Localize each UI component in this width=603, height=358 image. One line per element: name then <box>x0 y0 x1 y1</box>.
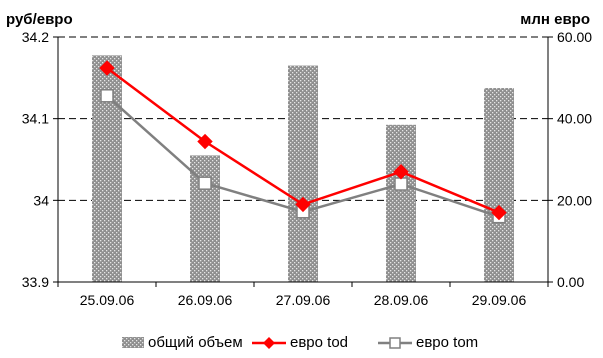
right-axis-title: млн евро <box>520 11 590 28</box>
right-tick-label: 60.00 <box>557 29 592 45</box>
data-point <box>393 164 409 180</box>
right-tick-label: 40.00 <box>557 111 592 127</box>
data-point <box>295 196 311 213</box>
x-tick-label: 25.09.06 <box>80 292 135 308</box>
legend-swatch-volume <box>122 337 144 348</box>
legend-marker-tod <box>263 337 275 349</box>
left-axis-title: руб/евро <box>6 11 73 28</box>
right-tick-label: 0.00 <box>557 274 584 290</box>
data-point <box>100 89 114 103</box>
legend-label: евро tod <box>290 334 348 351</box>
legend-label: общий объем <box>148 334 243 351</box>
x-tick-label: 26.09.06 <box>178 292 233 308</box>
left-tick-label: 33.9 <box>22 274 49 290</box>
left-tick-label: 34 <box>33 192 49 208</box>
volume-bars <box>92 55 514 283</box>
x-tick-label: 28.09.06 <box>374 292 429 308</box>
axes <box>53 36 553 287</box>
data-point <box>394 177 408 191</box>
data-point <box>491 204 507 221</box>
left-tick-label: 34.1 <box>22 111 49 127</box>
data-point <box>198 176 212 190</box>
series-lines <box>99 60 507 224</box>
data-point <box>99 60 115 76</box>
x-tick-label: 27.09.06 <box>276 292 331 308</box>
legend: общий объем евро tod евро tom <box>122 334 478 351</box>
tick-labels: 33.9 34 34.1 34.2 0.00 20.00 40.00 60.00 25.09.0… <box>22 29 592 308</box>
data-point <box>197 133 213 150</box>
x-tick-label: 29.09.06 <box>472 292 527 308</box>
right-tick-label: 20.00 <box>557 192 592 208</box>
legend-label: евро tom <box>416 334 478 351</box>
bar-volume <box>484 88 514 283</box>
legend-marker-tom <box>389 337 401 349</box>
bar-volume <box>288 65 318 282</box>
left-tick-label: 34.2 <box>22 29 49 45</box>
bar-volume <box>386 124 416 283</box>
